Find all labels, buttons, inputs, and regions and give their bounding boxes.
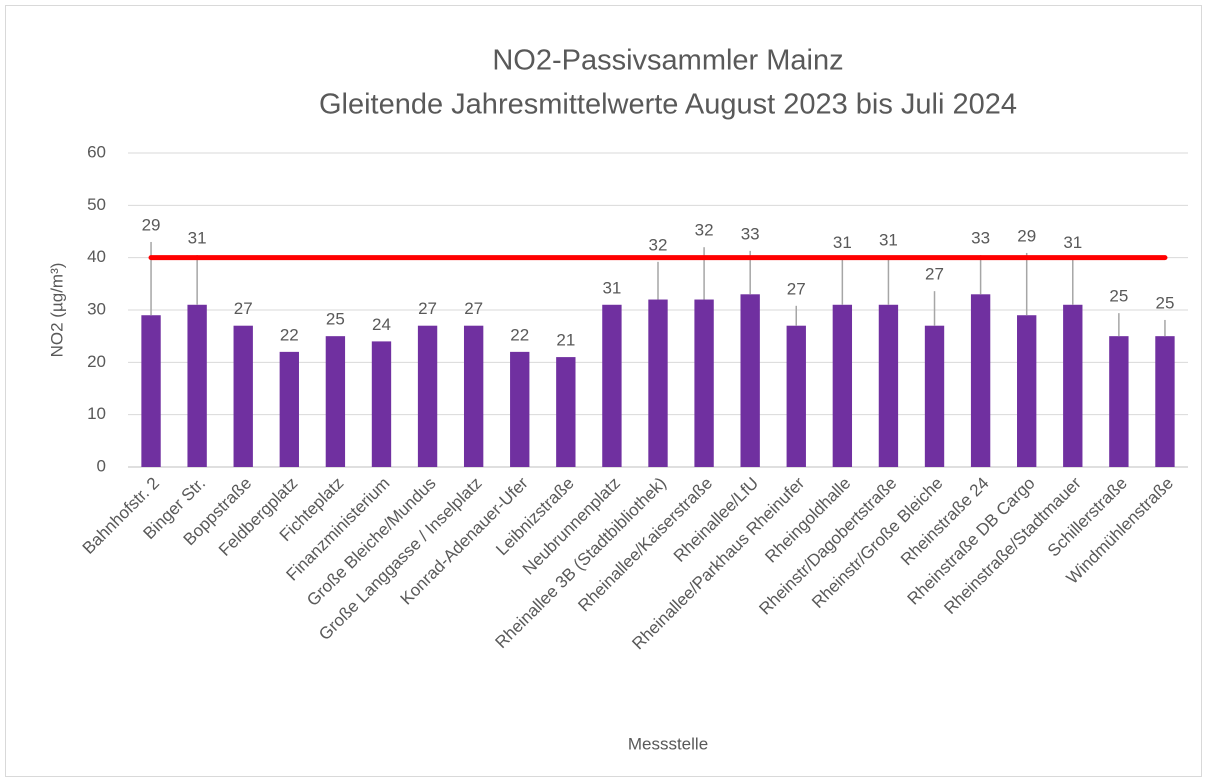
- data-label: 31: [188, 229, 207, 248]
- data-label: 22: [510, 325, 529, 344]
- data-label: 22: [280, 325, 299, 344]
- bar: [1017, 315, 1037, 467]
- data-label: 27: [787, 279, 806, 298]
- data-label: 31: [602, 278, 621, 297]
- y-tick-label: 20: [87, 352, 106, 371]
- bar: [1109, 336, 1129, 467]
- bar: [786, 325, 806, 467]
- data-label: 32: [649, 235, 668, 254]
- bar: [141, 315, 161, 467]
- data-label: 29: [1017, 226, 1036, 245]
- data-label: 25: [326, 310, 345, 329]
- bar: [510, 351, 530, 467]
- chart-subtitle: Gleitende Jahresmittelwerte August 2023 …: [319, 89, 1017, 121]
- data-label: 27: [464, 299, 483, 318]
- y-tick-label: 30: [87, 299, 106, 318]
- y-tick-label: 40: [87, 247, 106, 266]
- bar: [694, 299, 714, 467]
- data-label: 33: [971, 229, 990, 248]
- bar: [878, 304, 899, 467]
- data-label: 27: [418, 299, 437, 318]
- data-label: 33: [741, 224, 760, 243]
- bar: [970, 294, 991, 467]
- bar: [417, 325, 438, 467]
- bar: [924, 325, 945, 467]
- data-label: 31: [879, 231, 898, 250]
- data-label: 31: [833, 233, 852, 252]
- data-label: 32: [695, 221, 714, 240]
- data-label: 25: [1155, 293, 1174, 312]
- bar: [602, 304, 622, 467]
- data-label: 25: [1109, 287, 1128, 306]
- bar: [1155, 336, 1175, 467]
- x-axis-label: Messstelle: [628, 734, 708, 753]
- bar: [648, 299, 668, 467]
- bar: [832, 304, 853, 467]
- bar: [371, 341, 392, 467]
- bar: [556, 357, 576, 467]
- y-axis-label: NO2 (µg/m³): [47, 263, 66, 358]
- bar: [187, 304, 207, 467]
- data-label: 31: [1063, 233, 1082, 252]
- bar: [233, 325, 253, 467]
- bar: [325, 336, 346, 467]
- data-label: 21: [556, 331, 575, 350]
- data-label: 24: [372, 315, 391, 334]
- bar: [463, 325, 484, 467]
- data-label: 27: [234, 299, 253, 318]
- data-label: 29: [142, 215, 161, 234]
- y-tick-label: 10: [87, 404, 106, 423]
- y-tick-label: 0: [97, 456, 106, 475]
- bar: [1063, 304, 1083, 467]
- bar: [740, 294, 760, 467]
- y-tick-label: 50: [87, 195, 106, 214]
- data-label: 27: [925, 265, 944, 284]
- bar: [279, 351, 299, 467]
- y-tick-label: 60: [87, 142, 106, 161]
- chart-title: NO2-Passivsammler Mainz: [492, 45, 843, 77]
